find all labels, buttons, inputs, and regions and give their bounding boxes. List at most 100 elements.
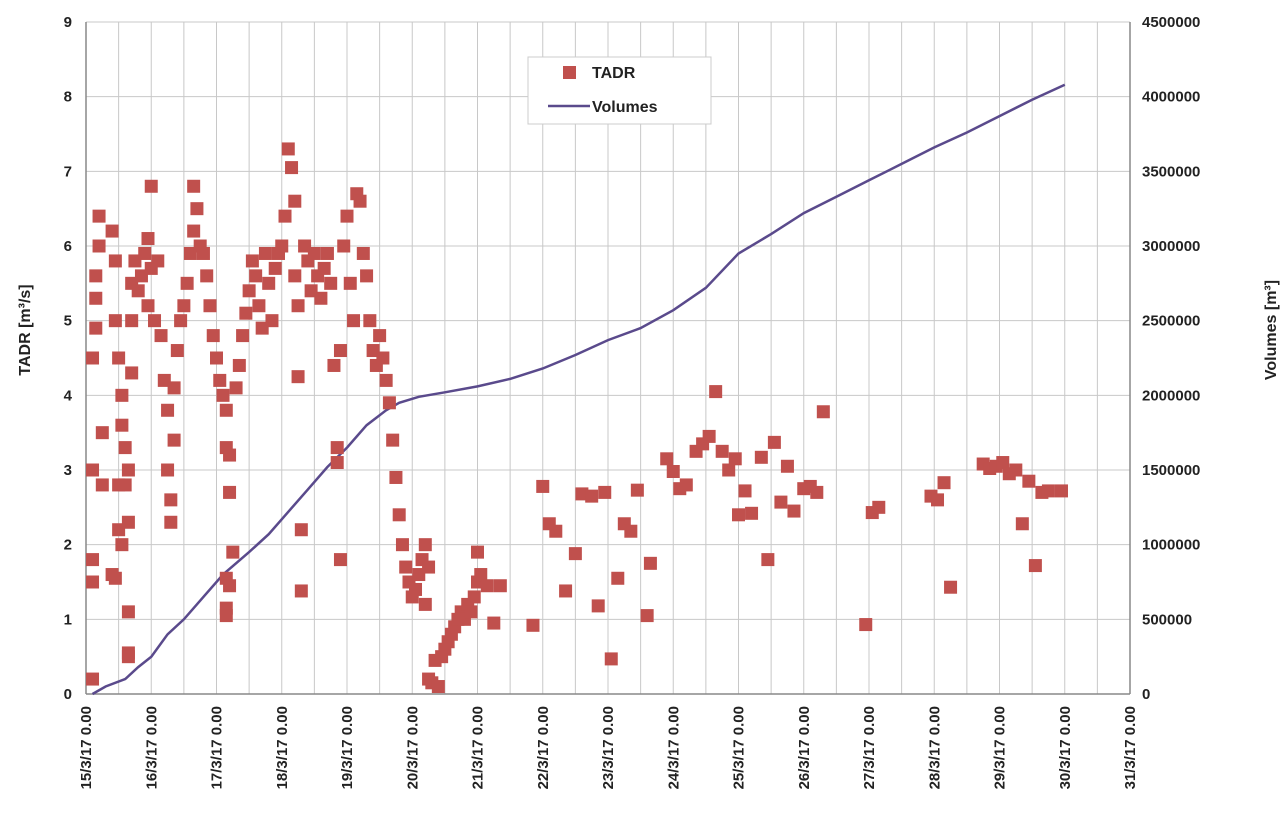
- tadr-point: [255, 321, 269, 335]
- y-right-tick-label: 3000000: [1142, 238, 1200, 255]
- tadr-point: [86, 672, 100, 686]
- tadr-point: [728, 452, 742, 466]
- tadr-point: [343, 276, 357, 290]
- tadr-point: [86, 553, 100, 567]
- x-tick-label: 24/3/17 0.00: [665, 706, 682, 789]
- tadr-point: [298, 239, 312, 253]
- tadr-point: [128, 254, 142, 268]
- tadr-point: [347, 314, 361, 328]
- tadr-point: [810, 485, 824, 499]
- tadr-point: [294, 523, 308, 537]
- tadr-point: [709, 385, 723, 399]
- tadr-point: [944, 580, 958, 594]
- tadr-point: [337, 239, 351, 253]
- y-right-tick-label: 1000000: [1142, 537, 1200, 554]
- y-left-tick-label: 2: [64, 537, 72, 554]
- tadr-point: [418, 597, 432, 611]
- tadr-point: [996, 456, 1010, 470]
- y-left-tick-label: 0: [64, 686, 72, 703]
- tadr-point: [327, 358, 341, 372]
- tadr-point: [738, 484, 752, 498]
- tadr-point: [392, 508, 406, 522]
- tadr-point: [317, 261, 331, 275]
- tadr-point: [288, 194, 302, 208]
- tadr-point: [196, 246, 210, 260]
- tadr-point: [121, 650, 135, 664]
- tadr-point: [141, 299, 155, 313]
- tadr-point: [872, 500, 886, 514]
- tadr-point: [154, 329, 168, 343]
- tadr-point: [89, 321, 103, 335]
- tadr-point: [249, 269, 263, 283]
- tadr-point: [118, 478, 132, 492]
- x-tick-label: 21/3/17 0.00: [470, 706, 487, 789]
- tadr-point: [1009, 463, 1023, 477]
- tadr-point: [206, 329, 220, 343]
- tadr-point: [526, 618, 540, 632]
- tadr-point: [604, 652, 618, 666]
- y-left-tick-label: 7: [64, 163, 72, 180]
- tadr-point: [86, 575, 100, 589]
- tadr-point: [611, 571, 625, 585]
- tadr-point: [115, 538, 129, 552]
- tadr-point: [167, 381, 181, 395]
- tadr-point: [144, 179, 158, 193]
- tadr-point: [389, 470, 403, 484]
- legend-tadr-label: TADR: [592, 65, 636, 82]
- tadr-point: [134, 269, 148, 283]
- tadr-point: [86, 463, 100, 477]
- tadr-point: [268, 261, 282, 275]
- tadr-point: [487, 616, 501, 630]
- tadr-point: [291, 370, 305, 384]
- x-tick-label: 18/3/17 0.00: [274, 706, 291, 789]
- right-axis-ticks: 0 500000 1000000 1500000 2000000 2500000 30000…: [1142, 14, 1200, 703]
- tadr-point: [226, 545, 240, 559]
- tadr-point: [291, 299, 305, 313]
- tadr-point: [754, 450, 768, 464]
- legend-tadr-marker: [563, 66, 576, 79]
- tadr-point: [330, 441, 344, 455]
- tadr-point: [141, 232, 155, 246]
- x-tick-label: 16/3/17 0.00: [143, 706, 160, 789]
- tadr-point: [108, 314, 122, 328]
- tadr-point: [363, 314, 377, 328]
- x-tick-label: 23/3/17 0.00: [600, 706, 617, 789]
- legend-volumes-label: Volumes: [592, 99, 658, 116]
- tadr-point: [395, 538, 409, 552]
- tadr-point: [285, 161, 299, 175]
- tadr-point: [330, 456, 344, 470]
- tadr-point: [219, 403, 233, 417]
- tadr-point: [366, 344, 380, 358]
- x-tick-label: 31/3/17 0.00: [1122, 706, 1139, 789]
- tadr-point: [125, 314, 139, 328]
- tadr-point: [223, 579, 237, 593]
- y-right-tick-label: 2000000: [1142, 387, 1200, 404]
- y-left-tick-label: 3: [64, 462, 72, 479]
- tadr-point: [480, 579, 494, 593]
- tadr-point: [183, 246, 197, 260]
- tadr-point: [115, 388, 129, 402]
- tadr-point: [767, 435, 781, 449]
- x-tick-label: 25/3/17 0.00: [731, 706, 748, 789]
- tadr-point: [702, 429, 716, 443]
- tadr-point: [216, 388, 230, 402]
- tadr-point: [360, 269, 374, 283]
- y-right-tick-label: 4500000: [1142, 14, 1200, 31]
- tadr-point: [105, 224, 119, 238]
- legend: TADR Volumes: [527, 56, 712, 125]
- x-tick-label: 15/3/17 0.00: [78, 706, 95, 789]
- tadr-point: [138, 246, 152, 260]
- volumes-line: [91, 83, 1066, 696]
- tadr-point: [630, 483, 644, 497]
- y-left-tick-label: 1: [64, 611, 72, 628]
- y-right-tick-label: 0: [1142, 686, 1150, 703]
- tadr-point: [412, 568, 426, 582]
- y-left-tick-label: 8: [64, 89, 72, 106]
- tadr-point: [294, 584, 308, 598]
- y-right-tick-label: 4000000: [1142, 89, 1200, 106]
- y-right-tick-label: 2500000: [1142, 313, 1200, 330]
- y-right-tick-label: 500000: [1142, 611, 1192, 628]
- tadr-point: [131, 284, 145, 298]
- tadr-point: [340, 209, 354, 223]
